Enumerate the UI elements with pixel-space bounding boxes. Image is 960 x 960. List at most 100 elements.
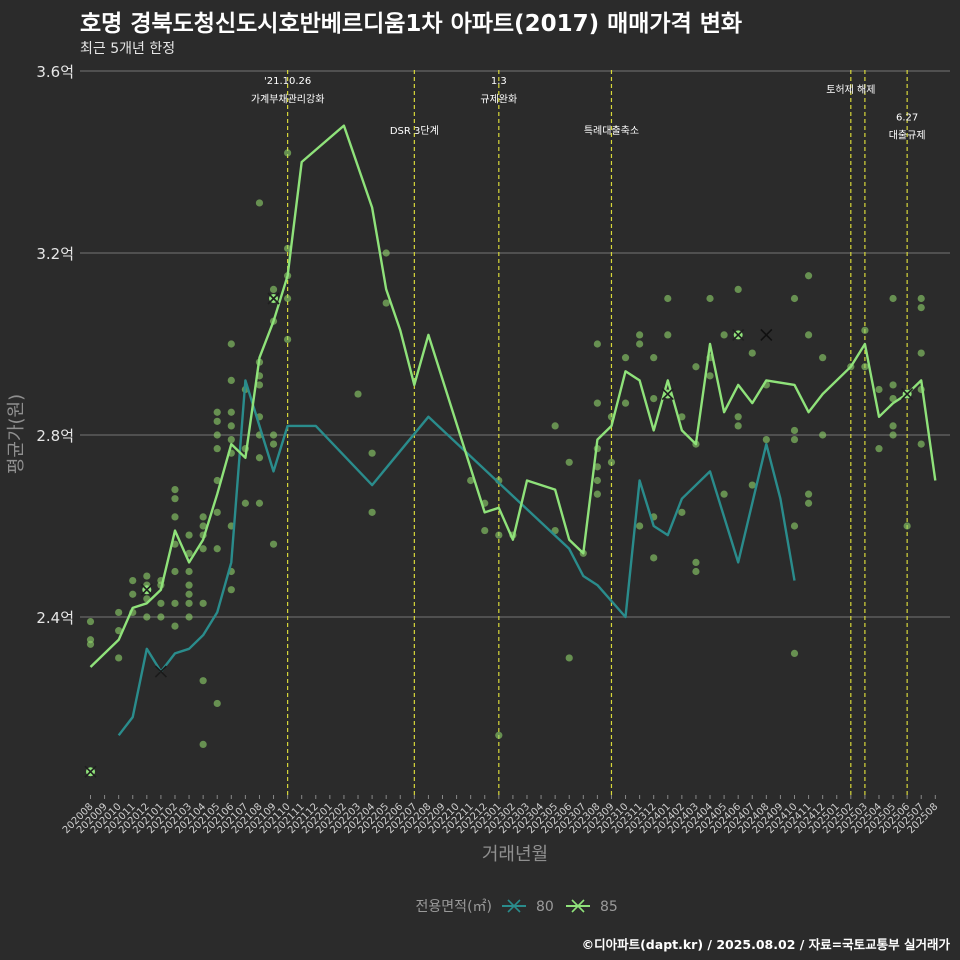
transaction-point [903,522,911,530]
transaction-point [889,395,897,403]
transaction-point [199,513,207,521]
transaction-point [636,522,644,530]
transaction-point [213,476,221,485]
transaction-point [199,599,207,607]
transaction-point [241,499,249,507]
transaction-point [495,531,503,539]
transaction-point [875,445,883,453]
legend-key-cross [571,899,585,913]
transaction-point [354,390,362,398]
transaction-point [129,577,137,585]
grid-lines [80,70,950,618]
transaction-point [213,417,221,425]
transaction-point [213,699,221,708]
transaction-point [115,654,123,662]
transaction-point [115,608,123,617]
transaction-point [284,294,292,303]
chart-title: 호명 경북도청신도시호반베르디움1차 아파트(2017) 매매가격 변화 [80,11,743,37]
transaction-point [804,490,813,498]
transaction-point [185,567,193,576]
transaction-point [889,381,897,389]
transaction-point [593,490,601,498]
transaction-point [185,531,193,539]
y-tick-label: 2.4억 [36,609,74,627]
y-tick-label: 3.2억 [36,245,74,263]
transaction-point [269,440,278,448]
legend: 전용면적(㎡) 80 85 [416,899,618,915]
transaction-point [650,354,658,362]
transaction-point [185,549,193,557]
transaction-point [199,677,207,685]
transaction-point [227,586,235,594]
transaction-point [734,422,742,430]
transaction-point [790,649,799,658]
transaction-point [650,554,658,562]
transaction-point [171,495,179,503]
policy-annotation: 특례대출축소 [584,125,639,137]
transaction-point [678,508,686,516]
transaction-point [790,294,799,303]
transaction-point [227,376,235,384]
x-axis-ticks: 2020082020092020102020112020122021012021… [61,795,940,836]
transaction-point [185,599,193,607]
transaction-point [804,272,813,280]
transaction-point [143,572,151,580]
y-tick-label: 3.6억 [36,63,74,81]
transaction-point [593,463,601,471]
transaction-point [706,294,714,303]
transaction-point [382,249,390,257]
transaction-point [171,486,179,494]
transaction-point [213,508,221,516]
transaction-point [269,540,278,548]
transaction-point [467,476,475,485]
transaction-point [819,431,827,439]
y-tick-label: 2.8억 [36,427,74,445]
transaction-point [819,354,827,362]
transaction-point [481,526,489,535]
transaction-point [720,331,728,339]
transaction-point [171,567,179,576]
legend-label: 85 [600,899,618,915]
transaction-point [621,354,630,362]
transaction-point [790,435,799,444]
transaction-point [213,408,221,416]
marker-plain [760,328,773,341]
transaction-point [255,499,264,507]
transaction-point [804,499,813,507]
transaction-point [804,331,813,339]
transaction-point [734,285,742,293]
transaction-point [185,581,193,589]
transaction-point [748,349,756,357]
legend-title: 전용면적(㎡) [416,899,492,915]
average-lines [89,124,937,737]
transaction-point [157,599,165,607]
transaction-point [889,422,897,430]
transaction-point [213,431,221,439]
policy-annotation: 6.27 [896,113,918,124]
transaction-point [692,567,700,576]
transaction-point [284,244,292,253]
transaction-point [917,294,925,303]
transaction-point [255,381,264,389]
marker-85 [140,583,153,596]
transaction-point [664,331,672,339]
policy-annotation: 규제완화 [480,93,517,105]
transaction-point [269,431,278,439]
y-axis-title: 평균가(원) [6,394,27,474]
transaction-point [227,340,235,348]
transaction-point [678,413,686,421]
transaction-point [495,731,503,739]
policy-annotation: 가계부채관리강화 [251,93,325,105]
transaction-point [129,590,137,598]
transaction-point [650,395,658,403]
transaction-point [86,617,95,626]
transaction-point [692,558,700,567]
transaction-point [284,335,292,344]
credit-line: ©디아파트(dapt.kr) / 2025.08.02 / 자료=국토교통부 실… [581,937,950,952]
chart-subtitle: 최근 5개년 한정 [80,41,176,57]
transaction-point [227,422,235,430]
transaction-point [861,363,869,371]
series-line-85 [89,124,937,668]
transaction-point [607,458,616,466]
